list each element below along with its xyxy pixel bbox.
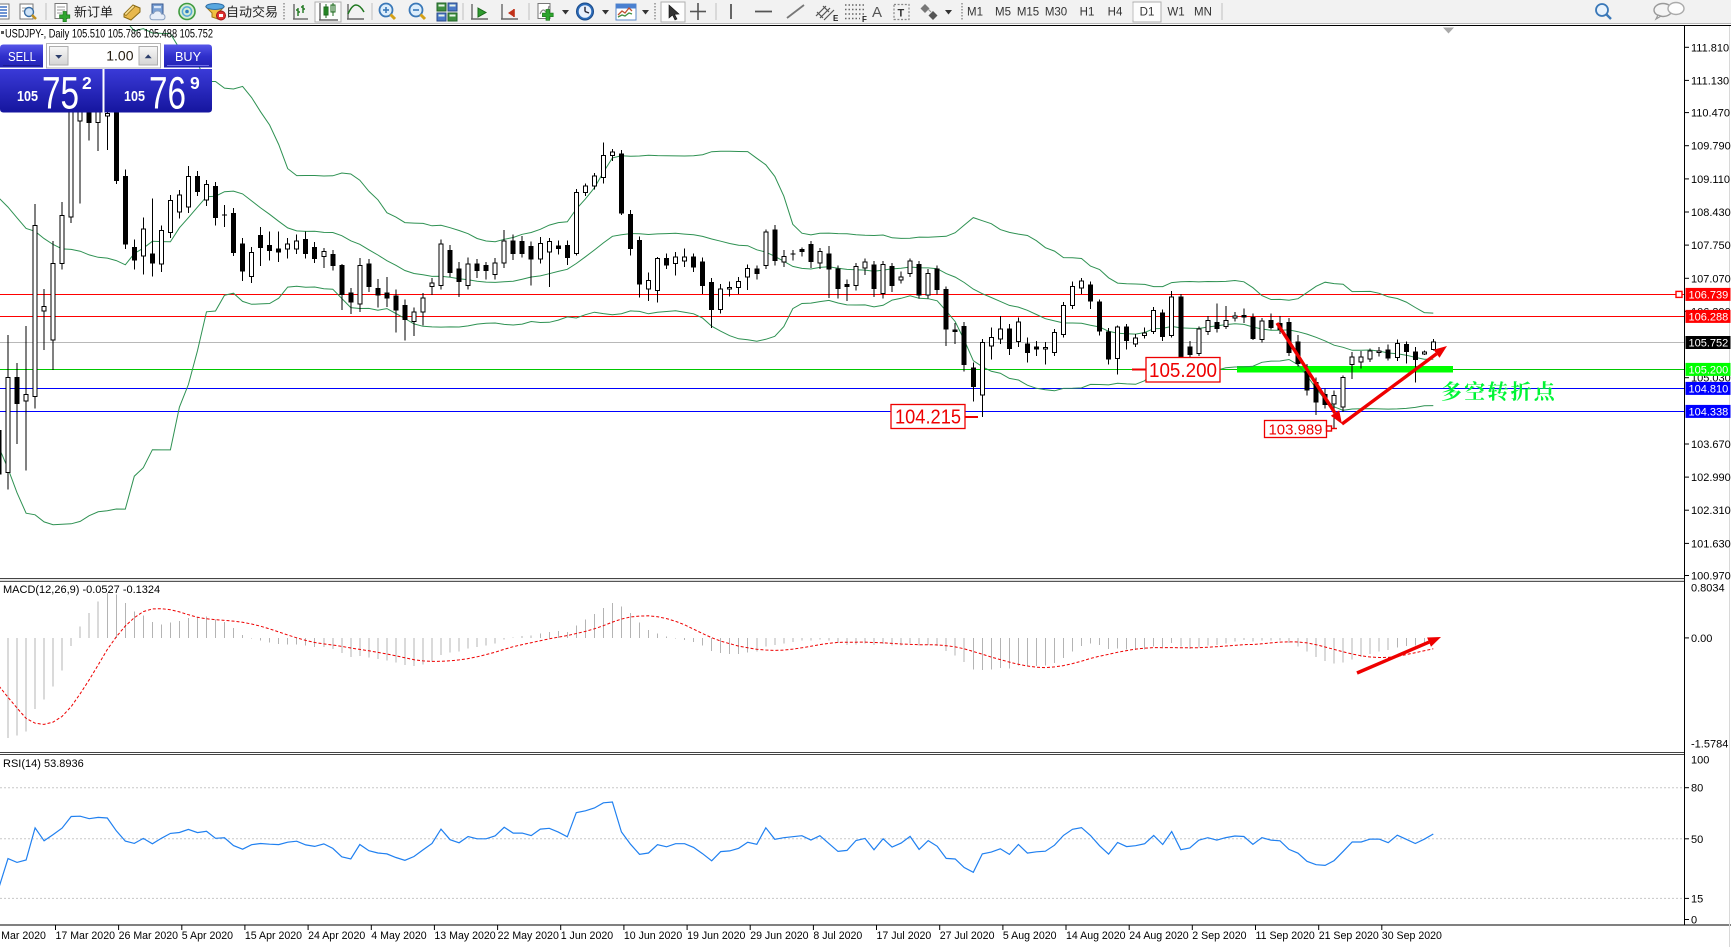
svg-text:USDJPY-, Daily 105.510 105.78: USDJPY-, Daily 105.510 105.786 105.488 1… (5, 27, 213, 41)
svg-text:M1: M1 (967, 7, 983, 19)
svg-text:100: 100 (1691, 755, 1709, 767)
svg-text:13 May 2020: 13 May 2020 (434, 930, 495, 942)
svg-text:9: 9 (190, 73, 200, 93)
svg-text:104.810: 104.810 (1689, 383, 1729, 395)
svg-text:8 Jul 2020: 8 Jul 2020 (813, 930, 862, 942)
svg-text:17 Mar 2020: 17 Mar 2020 (56, 930, 116, 942)
svg-text:2: 2 (82, 73, 92, 93)
svg-text:RSI(14) 53.8936: RSI(14) 53.8936 (3, 758, 84, 770)
svg-text:104.338: 104.338 (1689, 406, 1729, 418)
svg-text:24 Aug 2020: 24 Aug 2020 (1129, 930, 1189, 942)
svg-text:50: 50 (1691, 834, 1703, 846)
svg-text:F: F (862, 15, 867, 24)
svg-text:104.215: 104.215 (895, 407, 961, 429)
svg-text:14 Aug 2020: 14 Aug 2020 (1066, 930, 1126, 942)
svg-text:102.310: 102.310 (1691, 505, 1731, 517)
svg-text:BUY: BUY (175, 50, 202, 64)
svg-text:103.670: 103.670 (1691, 439, 1731, 451)
svg-text:-1.5784: -1.5784 (1691, 738, 1728, 750)
svg-text:2 Sep 2020: 2 Sep 2020 (1192, 930, 1246, 942)
svg-text:26 Mar 2020: 26 Mar 2020 (119, 930, 179, 942)
svg-text:109.110: 109.110 (1691, 174, 1730, 186)
svg-text:27 Jul 2020: 27 Jul 2020 (940, 930, 995, 942)
svg-text:111.810: 111.810 (1691, 42, 1729, 54)
svg-text:105.752: 105.752 (1689, 338, 1729, 350)
svg-text:30 Sep 2020: 30 Sep 2020 (1382, 930, 1442, 942)
svg-text:103.989: 103.989 (1269, 421, 1323, 438)
svg-text:105: 105 (17, 89, 38, 105)
svg-text:H4: H4 (1108, 7, 1123, 19)
svg-text:29 Jun 2020: 29 Jun 2020 (750, 930, 808, 942)
svg-text:109.790: 109.790 (1691, 141, 1731, 153)
svg-text:M30: M30 (1045, 7, 1067, 19)
svg-text:H1: H1 (1080, 7, 1095, 19)
svg-text:SELL: SELL (8, 50, 36, 64)
svg-text:105: 105 (124, 89, 145, 105)
svg-text:0: 0 (1691, 915, 1697, 927)
svg-text:A: A (872, 4, 882, 21)
svg-text:100.970: 100.970 (1691, 571, 1731, 583)
svg-text:15: 15 (1691, 893, 1703, 905)
svg-text:107.750: 107.750 (1691, 240, 1731, 252)
svg-text:111.130: 111.130 (1691, 75, 1729, 87)
svg-text:15 Apr 2020: 15 Apr 2020 (245, 930, 302, 942)
svg-text:105.200: 105.200 (1689, 364, 1729, 376)
svg-text:19 Jun 2020: 19 Jun 2020 (687, 930, 745, 942)
svg-text:107.070: 107.070 (1691, 273, 1731, 285)
svg-text:4 May 2020: 4 May 2020 (371, 930, 426, 942)
svg-text:T: T (898, 8, 905, 20)
svg-text:76: 76 (149, 68, 186, 119)
svg-text:75: 75 (42, 68, 79, 119)
svg-text:0.00: 0.00 (1691, 633, 1712, 645)
svg-text:MACD(12,26,9) -0.0527 -0.1324: MACD(12,26,9) -0.0527 -0.1324 (3, 584, 160, 596)
svg-text:106.739: 106.739 (1689, 289, 1729, 301)
svg-text:110.470: 110.470 (1691, 108, 1730, 120)
svg-text:24 Apr 2020: 24 Apr 2020 (308, 930, 365, 942)
svg-text:105.200: 105.200 (1149, 360, 1217, 382)
svg-text:5 Aug 2020: 5 Aug 2020 (1003, 930, 1057, 942)
svg-text:M15: M15 (1017, 7, 1039, 19)
svg-text:M5: M5 (995, 7, 1011, 19)
svg-text:102.990: 102.990 (1691, 472, 1731, 484)
svg-text:106.288: 106.288 (1689, 311, 1729, 323)
svg-text:1 Jun 2020: 1 Jun 2020 (561, 930, 614, 942)
svg-text:E: E (833, 14, 839, 23)
svg-text:10 Jun 2020: 10 Jun 2020 (624, 930, 682, 942)
svg-text:21 Sep 2020: 21 Sep 2020 (1319, 930, 1379, 942)
svg-text:0.8034: 0.8034 (1691, 583, 1725, 595)
svg-text:MN: MN (1194, 7, 1212, 19)
svg-text:17 Jul 2020: 17 Jul 2020 (877, 930, 932, 942)
svg-text:6 Mar 2020: 6 Mar 2020 (0, 930, 46, 942)
svg-text:1.00: 1.00 (106, 48, 133, 64)
svg-text:11 Sep 2020: 11 Sep 2020 (1256, 930, 1315, 942)
svg-text:22 May 2020: 22 May 2020 (498, 930, 559, 942)
svg-text:D1: D1 (1140, 7, 1155, 19)
svg-text:101.630: 101.630 (1691, 538, 1731, 550)
svg-text:W1: W1 (1167, 7, 1184, 19)
svg-text:80: 80 (1691, 783, 1703, 795)
svg-text:108.430: 108.430 (1691, 207, 1731, 219)
svg-text:5 Apr 2020: 5 Apr 2020 (182, 930, 233, 942)
